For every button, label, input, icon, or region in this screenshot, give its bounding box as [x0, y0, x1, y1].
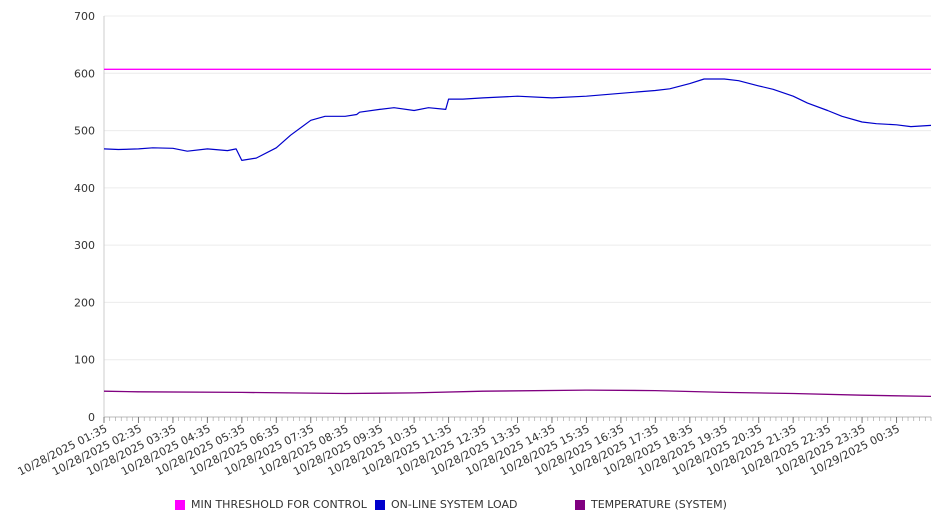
y-tick-label: 300	[74, 239, 95, 252]
legend-swatch-temperature	[575, 499, 585, 510]
legend-item-min-threshold: MIN THRESHOLD FOR CONTROL	[175, 498, 367, 511]
y-axis: 0 100 200 300 400 500 600 700	[74, 10, 105, 424]
legend: MIN THRESHOLD FOR CONTROL ON-LINE SYSTEM…	[0, 498, 946, 514]
legend-item-system-load: ON-LINE SYSTEM LOAD	[375, 498, 517, 511]
y-tick-label: 0	[88, 411, 95, 424]
series-system-load	[103, 78, 932, 161]
y-tick-label: 500	[74, 125, 95, 138]
y-tick-label: 200	[74, 296, 95, 309]
legend-label-system-load: ON-LINE SYSTEM LOAD	[391, 498, 518, 511]
legend-label-temperature: TEMPERATURE (SYSTEM)	[591, 498, 727, 511]
y-tick-label: 100	[74, 354, 95, 367]
series-layer	[103, 68, 932, 398]
legend-swatch-system-load	[375, 499, 385, 510]
y-tick-label: 700	[74, 10, 95, 23]
legend-swatch-min-threshold	[175, 499, 185, 510]
grid-lines	[104, 15, 931, 418]
y-tick-label: 600	[74, 67, 95, 80]
legend-item-temperature: TEMPERATURE (SYSTEM)	[575, 498, 727, 511]
y-tick-label: 400	[74, 182, 95, 195]
legend-label-min-threshold: MIN THRESHOLD FOR CONTROL	[191, 498, 367, 511]
series-temperature	[103, 389, 932, 398]
